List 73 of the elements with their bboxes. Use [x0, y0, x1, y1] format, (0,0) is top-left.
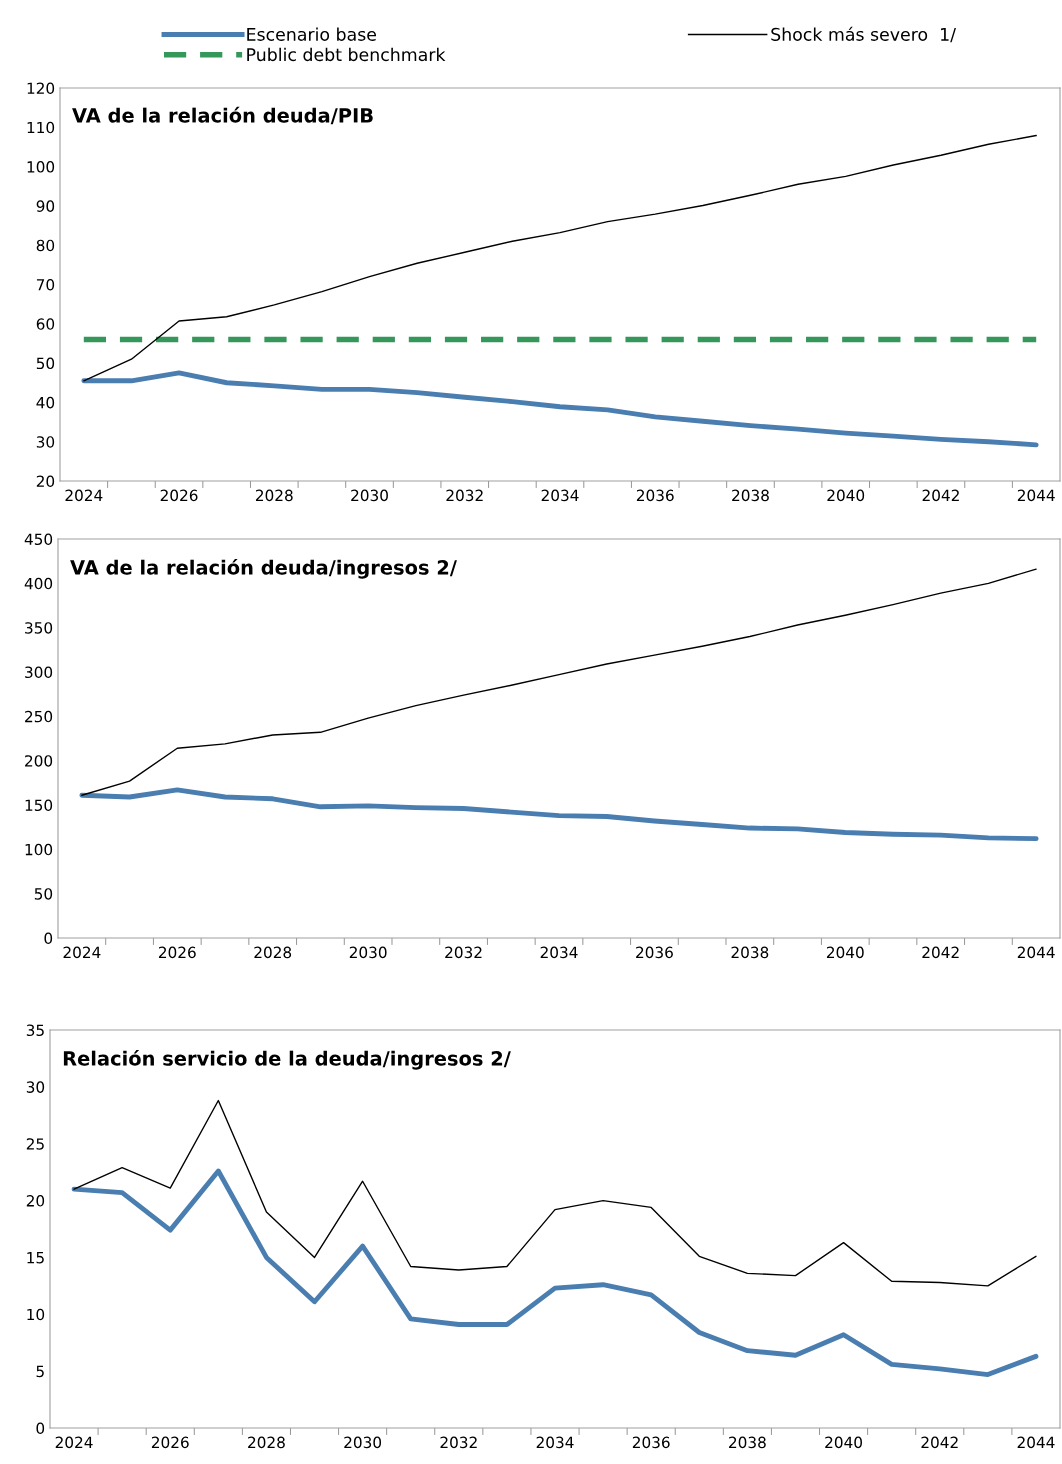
legend-label: Shock más severo 1/: [771, 26, 957, 43]
y-tick-label: 40: [36, 396, 55, 409]
x-tick-label: 2044: [1017, 489, 1055, 502]
line-series: [73, 1099, 1037, 1287]
x-tick-label: 2036: [636, 489, 674, 502]
x-tick-label: 2034: [541, 489, 579, 502]
x-tick-label: 2024: [55, 1436, 93, 1449]
x-tick-label: 2030: [351, 489, 388, 502]
x-tick-label: 2042: [922, 946, 959, 959]
y-tick-label: 35: [26, 1024, 44, 1037]
x-tick-label: 2028: [255, 489, 293, 502]
y-tick-label: 110: [27, 121, 55, 134]
y-tick-label: 150: [25, 799, 53, 812]
y-tick-label: 450: [24, 533, 53, 546]
x-tick-label: 2036: [632, 1436, 670, 1449]
x-tick-label: 2036: [636, 946, 673, 959]
y-tick-label: 50: [34, 888, 53, 900]
text: VA de la relación deuda/ingresos 2/: [70, 558, 457, 579]
y-tick-label: 20: [36, 475, 55, 488]
y-tick-label: 0: [44, 932, 53, 945]
y-tick-label: 250: [25, 710, 53, 723]
y-tick-label: 20: [26, 1195, 45, 1207]
x-tick-label: 2040: [827, 489, 865, 502]
x-tick-label: 2038: [732, 489, 769, 502]
y-tick-label: 5: [36, 1365, 44, 1378]
y-tick-label: 90: [36, 200, 55, 212]
y-tick-label: 400: [24, 577, 53, 590]
y-tick-label: 60: [36, 318, 55, 330]
x-tick-label: 2028: [248, 1436, 285, 1449]
x-tick-label: 2044: [1017, 946, 1055, 959]
x-tick-label: 2032: [440, 1436, 477, 1449]
x-tick-label: 2024: [63, 946, 101, 959]
x-tick-label: 2026: [160, 489, 198, 502]
text: VA de la relación deuda/PIB: [72, 106, 373, 125]
y-tick-label: 15: [27, 1252, 44, 1264]
x-tick-label: 2040: [826, 946, 864, 959]
x-tick-label: 2026: [158, 946, 196, 959]
y-tick-label: 0: [36, 1422, 45, 1435]
line-series: [81, 370, 1039, 448]
text: Relación servicio de la deuda/ingresos 2/: [63, 1049, 511, 1070]
x-tick-label: 2032: [445, 946, 482, 959]
line-series: [71, 1168, 1039, 1377]
x-tick-label: 2044: [1017, 1436, 1055, 1449]
y-tick-label: 70: [36, 278, 55, 291]
y-tick-label: 80: [36, 239, 55, 252]
y-tick-label: 30: [26, 1081, 45, 1093]
x-tick-label: 2028: [254, 946, 292, 959]
y-tick-label: 30: [36, 436, 55, 448]
x-tick-label: 2038: [729, 1436, 766, 1449]
line-series: [79, 787, 1039, 842]
y-tick-label: 100: [27, 161, 55, 173]
y-tick-label: 200: [25, 755, 53, 767]
x-tick-label: 2034: [536, 1436, 574, 1449]
x-tick-label: 2038: [731, 946, 769, 959]
x-tick-label: 2034: [540, 946, 578, 959]
y-tick-label: 50: [36, 357, 55, 370]
legend-label: Escenario base: [247, 27, 377, 41]
x-tick-label: 2030: [344, 1436, 382, 1449]
x-tick-label: 2042: [922, 489, 959, 502]
y-tick-label: 120: [27, 82, 55, 95]
y-tick-label: 350: [25, 622, 53, 634]
legend-label: Public debt benchmark: [247, 47, 446, 62]
y-tick-label: 300: [25, 666, 53, 679]
x-tick-label: 2040: [825, 1436, 862, 1449]
y-tick-label: 25: [26, 1138, 44, 1150]
x-tick-label: 2026: [151, 1436, 189, 1449]
y-tick-label: 10: [27, 1308, 45, 1321]
x-tick-label: 2032: [446, 489, 483, 502]
x-tick-label: 2042: [921, 1436, 958, 1449]
x-tick-label: 2030: [349, 946, 387, 959]
x-tick-label: 2024: [65, 489, 103, 502]
y-tick-label: 100: [25, 843, 53, 856]
line-series: [83, 134, 1037, 382]
